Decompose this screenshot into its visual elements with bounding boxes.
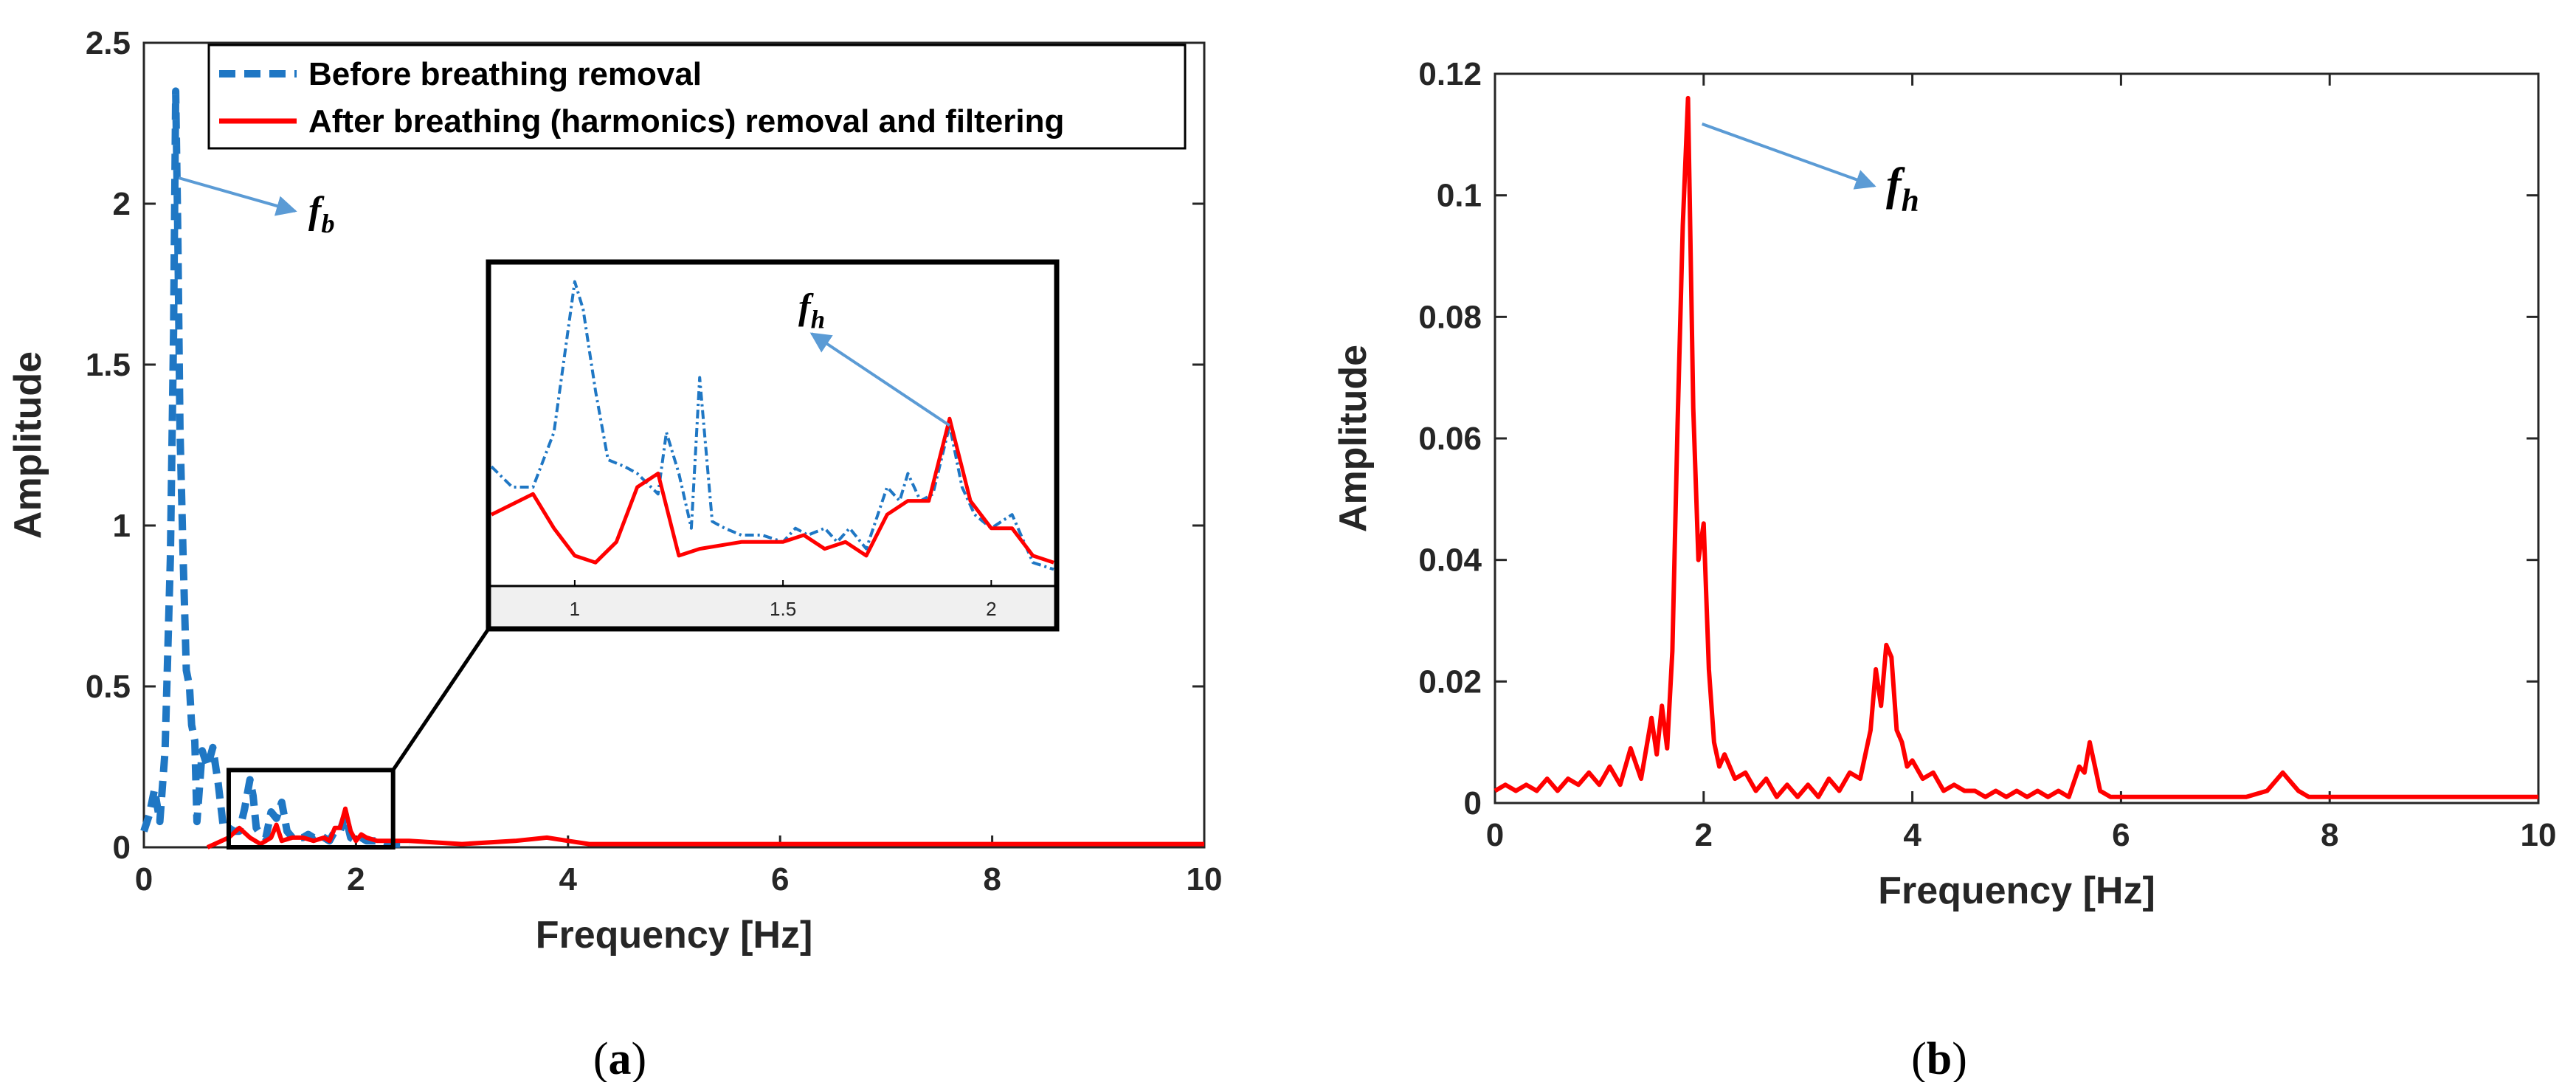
caption-b-caption_close: ) [1952, 1034, 1967, 1082]
y-tick-label: 0.02 [1418, 664, 1482, 700]
chart-a: 0 2 4 6 8 10 0 0.5 1 1.5 2 2.5 Frequency [Hz] Amplitu… [7, 25, 1222, 957]
chart-b: 0 2 4 6 8 10 0 0.02 0.04 0.06 0.08 0.1 0.12 Frequency… [1332, 56, 2556, 912]
x-tick-label: 0 [135, 861, 153, 897]
y-tick-label: 1.5 [86, 347, 131, 383]
y-tick-label: 0.12 [1418, 56, 1482, 92]
inset-series-after [490, 416, 1054, 565]
legend: Before breathing removal After breathing … [207, 44, 1187, 150]
y-tick-label: 0.5 [86, 669, 131, 705]
series-after-b [1494, 95, 2538, 799]
inset-x-tick-label: 1 [570, 598, 580, 620]
x-tick-label: 0 [1486, 817, 1504, 853]
fb-arrow [178, 176, 297, 216]
y-tick-label: 0.06 [1418, 421, 1482, 457]
annotation-main: f [798, 286, 814, 327]
annotation-b: fb [308, 190, 335, 238]
y-tick-label: 0.08 [1418, 299, 1482, 335]
caption-b-caption_letter: b [1927, 1034, 1952, 1082]
fh-arrow-b [1701, 123, 1876, 190]
y-axis-label: Amplitude [7, 351, 49, 539]
x-axis-label: Frequency [Hz] [536, 914, 813, 957]
annotation-main: f [308, 190, 325, 232]
series-after [206, 806, 1204, 850]
x-tick-label: 10 [2521, 817, 2557, 853]
y-tick-label: 2 [113, 186, 131, 222]
inset-x-tick-label: 2 [986, 598, 996, 620]
inset-axis-band [491, 586, 1054, 626]
caption-a: (a) [593, 1034, 646, 1082]
caption-a-caption_close: ) [632, 1034, 647, 1082]
legend-label-before: Before breathing removal [308, 56, 702, 92]
inset-frame [486, 259, 1060, 632]
zoom-connector [391, 627, 491, 771]
x-tick-label: 10 [1187, 861, 1223, 897]
annotation-subscript: b [321, 209, 334, 238]
x-tick-label: 6 [771, 861, 789, 897]
zoom-source-box [226, 768, 396, 850]
y-tick-label: 0 [1464, 785, 1482, 821]
y-tick-label: 2.5 [86, 25, 131, 61]
legend-label-after: After breathing (harmonics) removal and … [308, 103, 1064, 139]
inset-fh-arrow [809, 332, 950, 427]
x-tick-label: 2 [347, 861, 365, 897]
x-tick-label: 4 [559, 861, 578, 897]
x-tick-label: 2 [1695, 817, 1713, 853]
caption-a-caption_letter: a [609, 1034, 632, 1082]
y-axis-label: Amplitude [1332, 345, 1375, 532]
x-axis-label: Frequency [Hz] [1878, 869, 2155, 912]
y-tick-label: 0.1 [1437, 178, 1482, 214]
y-tick-label: 0 [113, 830, 131, 866]
caption-b-caption_open: ( [1911, 1034, 1927, 1082]
x-tick-label: 6 [2112, 817, 2130, 853]
inset: 1 1.5 2 fh [486, 259, 1060, 632]
x-tick-label: 4 [1903, 817, 1921, 853]
x-tick-label: 8 [983, 861, 1001, 897]
caption-a-caption_open: ( [593, 1034, 609, 1082]
annotation-subscript: h [811, 306, 825, 334]
caption-b: (b) [1911, 1034, 1967, 1082]
annotation-h: fh [798, 286, 825, 334]
y-tick-label: 0.04 [1418, 542, 1482, 579]
annotation-subscript: h [1902, 183, 1919, 218]
x-tick-label: 8 [2321, 817, 2338, 853]
inset-x-tick-label: 1.5 [770, 598, 796, 620]
y-tick-label: 1 [113, 508, 131, 544]
plot-frame-b [1494, 72, 2540, 804]
annotation-h: fh [1886, 159, 1919, 218]
legend-box [207, 44, 1187, 150]
